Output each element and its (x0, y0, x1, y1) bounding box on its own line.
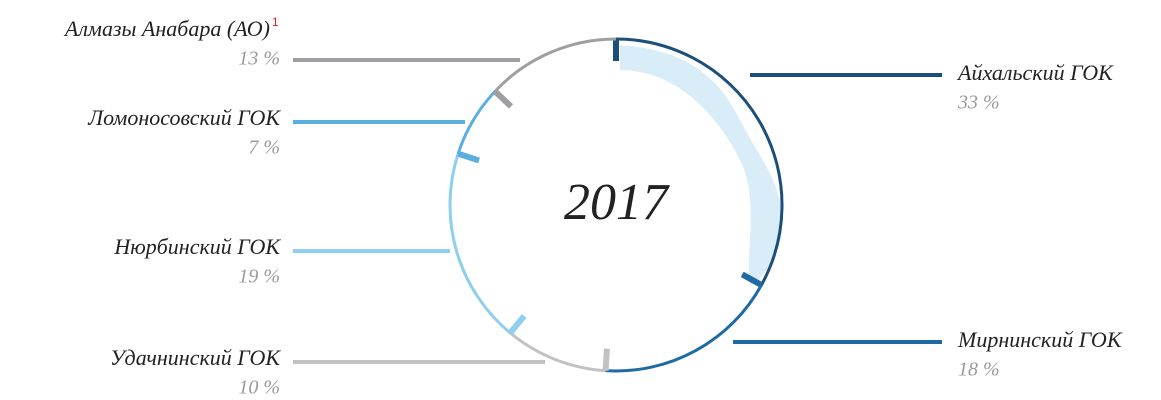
ring-segment (509, 331, 606, 373)
value-label: 19 % (238, 266, 280, 288)
segment-divider (492, 89, 514, 109)
footnote-mark: 1 (272, 15, 279, 29)
value-label: 18 % (958, 359, 1000, 381)
ring-segment (615, 37, 784, 286)
value-label: 7 % (248, 137, 280, 159)
segment-divider (602, 348, 610, 371)
category-label: Айхальский ГОК (956, 60, 1114, 85)
segment-divider (457, 150, 480, 164)
value-label: 33 % (957, 92, 1000, 114)
category-label: Алмазы Анабара (АО) (63, 16, 270, 41)
category-label: Мирнинский ГОК (957, 327, 1123, 352)
ring-segment (448, 153, 512, 335)
category-label: Ломоносовский ГОК (87, 105, 281, 130)
value-label: 13 % (238, 48, 280, 70)
category-label: Удачнинский ГОК (110, 345, 281, 370)
segment-divider (740, 271, 763, 288)
ring-segment (605, 284, 763, 373)
water-splash (620, 45, 782, 285)
category-label: Нюрбинский ГОК (113, 234, 281, 259)
ring-segment (456, 90, 497, 155)
value-label: 10 % (238, 377, 280, 399)
segment-divider (507, 314, 527, 335)
ring-segment (493, 37, 617, 93)
center-label: 2017 (564, 174, 670, 231)
